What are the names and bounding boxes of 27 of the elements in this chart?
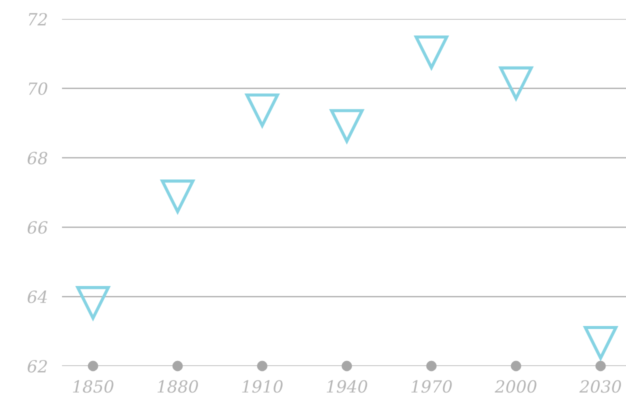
- point: [595, 360, 606, 372]
- x-tick-label: 1910: [242, 380, 283, 393]
- point: [330, 109, 364, 143]
- point: [245, 93, 280, 128]
- point: [76, 286, 110, 320]
- x-tick-label: 1880: [158, 380, 198, 393]
- point: [342, 360, 352, 372]
- y-tick-label: 68: [28, 152, 48, 164]
- y-tick-label: 62: [28, 360, 47, 373]
- point: [499, 66, 533, 100]
- point: [257, 360, 268, 372]
- y-tick-label: 72: [28, 12, 47, 26]
- y-tick-label: 70: [28, 82, 48, 95]
- point: [172, 360, 183, 372]
- x-tick-label: 1940: [326, 380, 368, 393]
- x-tick-label: 2030: [579, 380, 621, 393]
- y-tick-label: 66: [28, 221, 48, 234]
- point: [88, 360, 98, 372]
- point: [160, 180, 194, 214]
- x-tick-label: 1850: [72, 380, 114, 393]
- point: [584, 326, 618, 360]
- x-tick-label: 2000: [494, 380, 536, 393]
- point: [426, 360, 437, 372]
- x-tick-label: 1970: [411, 380, 452, 393]
- point: [510, 360, 522, 372]
- point: [414, 36, 448, 70]
- y-tick-label: 64: [28, 290, 47, 304]
